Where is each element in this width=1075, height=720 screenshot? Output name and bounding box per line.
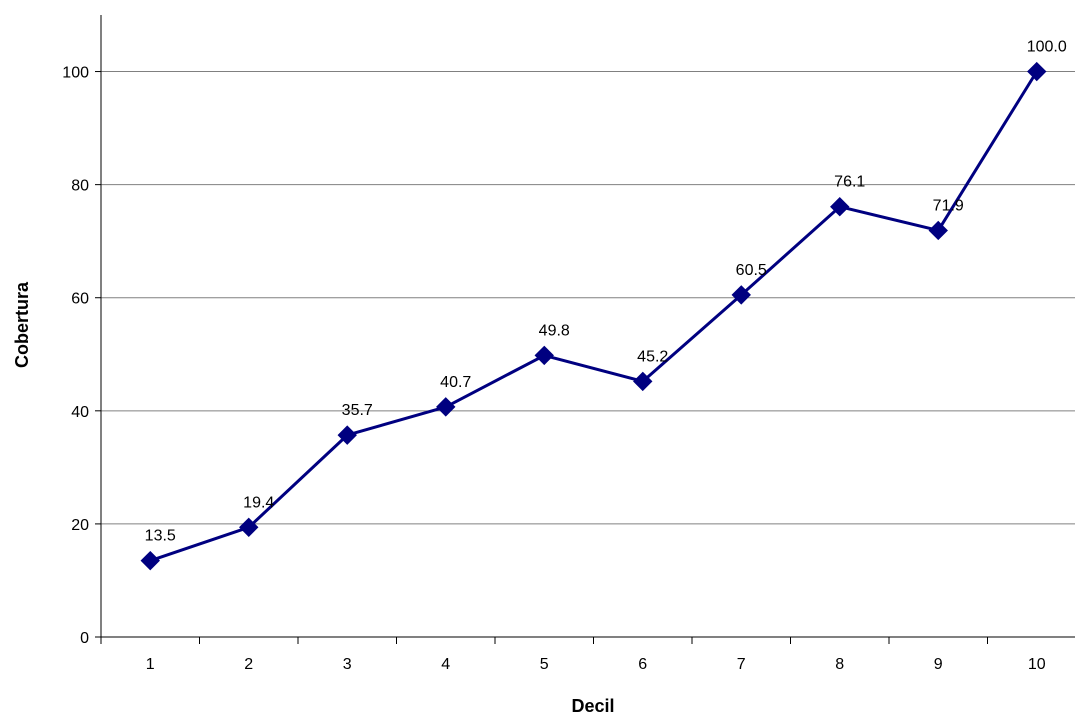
x-axis-title: Decil bbox=[571, 696, 614, 716]
series-markers bbox=[140, 61, 1047, 571]
data-point-3 bbox=[337, 425, 357, 445]
data-labels: 13.5 19.4 35.7 40.7 49.8 45.2 60.5 76.1 71.9 100.… bbox=[145, 39, 1067, 545]
data-point-5 bbox=[534, 345, 554, 366]
x-tick-label-5: 5 bbox=[540, 656, 549, 673]
x-tick-label-8: 8 bbox=[835, 656, 844, 673]
data-point-4 bbox=[436, 397, 456, 417]
data-point-7 bbox=[731, 285, 751, 305]
x-tick-label-10: 10 bbox=[1028, 656, 1046, 673]
x-tick-label-4: 4 bbox=[441, 656, 450, 673]
data-label-1: 13.5 bbox=[145, 528, 176, 545]
data-point-8 bbox=[830, 196, 850, 217]
y-tick-label-80: 80 bbox=[71, 178, 89, 195]
x-tick-label-7: 7 bbox=[737, 656, 746, 673]
gridlines bbox=[101, 71, 1075, 525]
data-point-1 bbox=[140, 550, 160, 571]
x-tick-labels: 1 2 3 4 5 6 7 8 9 10 bbox=[146, 656, 1046, 673]
y-tick-label-60: 60 bbox=[71, 291, 89, 308]
x-tick-label-3: 3 bbox=[343, 656, 352, 673]
y-axis-title: Cobertura bbox=[12, 281, 32, 368]
data-label-10: 100.0 bbox=[1027, 39, 1067, 56]
x-tick-label-1: 1 bbox=[146, 656, 155, 673]
axes bbox=[95, 15, 1075, 644]
data-label-3: 35.7 bbox=[342, 402, 373, 419]
data-label-8: 76.1 bbox=[834, 174, 865, 191]
y-tick-labels: 0 20 40 60 80 100 bbox=[62, 65, 89, 647]
x-tick-label-9: 9 bbox=[934, 656, 943, 673]
data-label-4: 40.7 bbox=[440, 374, 471, 391]
data-point-9 bbox=[928, 220, 948, 241]
data-label-5: 49.8 bbox=[539, 322, 570, 339]
series-line-0 bbox=[149, 70, 1039, 563]
data-point-6 bbox=[633, 371, 653, 392]
data-point-10 bbox=[1027, 61, 1047, 82]
data-point-2 bbox=[239, 517, 259, 538]
y-tick-label-100: 100 bbox=[62, 65, 89, 82]
x-tick-label-6: 6 bbox=[638, 656, 647, 673]
y-tick-label-40: 40 bbox=[71, 404, 89, 421]
y-tick-label-0: 0 bbox=[80, 630, 89, 647]
series-line bbox=[149, 70, 1039, 563]
x-tick-label-2: 2 bbox=[244, 656, 253, 673]
data-label-6: 45.2 bbox=[637, 348, 668, 365]
data-label-7: 60.5 bbox=[736, 262, 767, 279]
y-tick-label-20: 20 bbox=[71, 517, 89, 534]
data-label-2: 19.4 bbox=[243, 494, 274, 511]
data-label-9: 71.9 bbox=[933, 197, 964, 214]
